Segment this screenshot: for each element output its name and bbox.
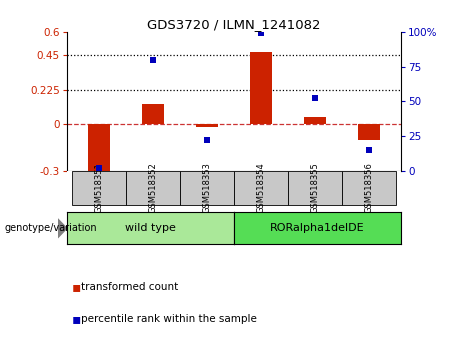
Bar bbox=[89, 124, 110, 171]
Bar bbox=[234, 171, 288, 205]
Bar bbox=[250, 52, 272, 124]
Title: GDS3720 / ILMN_1241082: GDS3720 / ILMN_1241082 bbox=[147, 18, 321, 31]
Bar bbox=[288, 171, 342, 205]
Bar bbox=[358, 124, 379, 140]
Bar bbox=[304, 118, 325, 124]
Bar bbox=[126, 171, 180, 205]
Bar bbox=[180, 171, 234, 205]
Text: genotype/variation: genotype/variation bbox=[5, 223, 97, 233]
Text: GSM518352: GSM518352 bbox=[148, 162, 158, 213]
Polygon shape bbox=[58, 219, 67, 238]
Text: RORalpha1delDE: RORalpha1delDE bbox=[270, 223, 365, 233]
Bar bbox=[142, 104, 164, 124]
Text: transformed count: transformed count bbox=[81, 282, 178, 292]
Text: GSM518354: GSM518354 bbox=[256, 162, 266, 213]
Text: percentile rank within the sample: percentile rank within the sample bbox=[81, 314, 257, 324]
Bar bbox=[72, 171, 126, 205]
Bar bbox=[196, 124, 218, 127]
Text: GSM518355: GSM518355 bbox=[310, 162, 319, 213]
Text: wild type: wild type bbox=[125, 223, 176, 233]
Text: GSM518356: GSM518356 bbox=[364, 162, 373, 213]
Bar bbox=[342, 171, 396, 205]
Text: GSM518353: GSM518353 bbox=[202, 162, 212, 213]
Text: GSM518351: GSM518351 bbox=[95, 162, 104, 213]
Text: ▪: ▪ bbox=[71, 280, 81, 294]
Text: ▪: ▪ bbox=[71, 312, 81, 326]
